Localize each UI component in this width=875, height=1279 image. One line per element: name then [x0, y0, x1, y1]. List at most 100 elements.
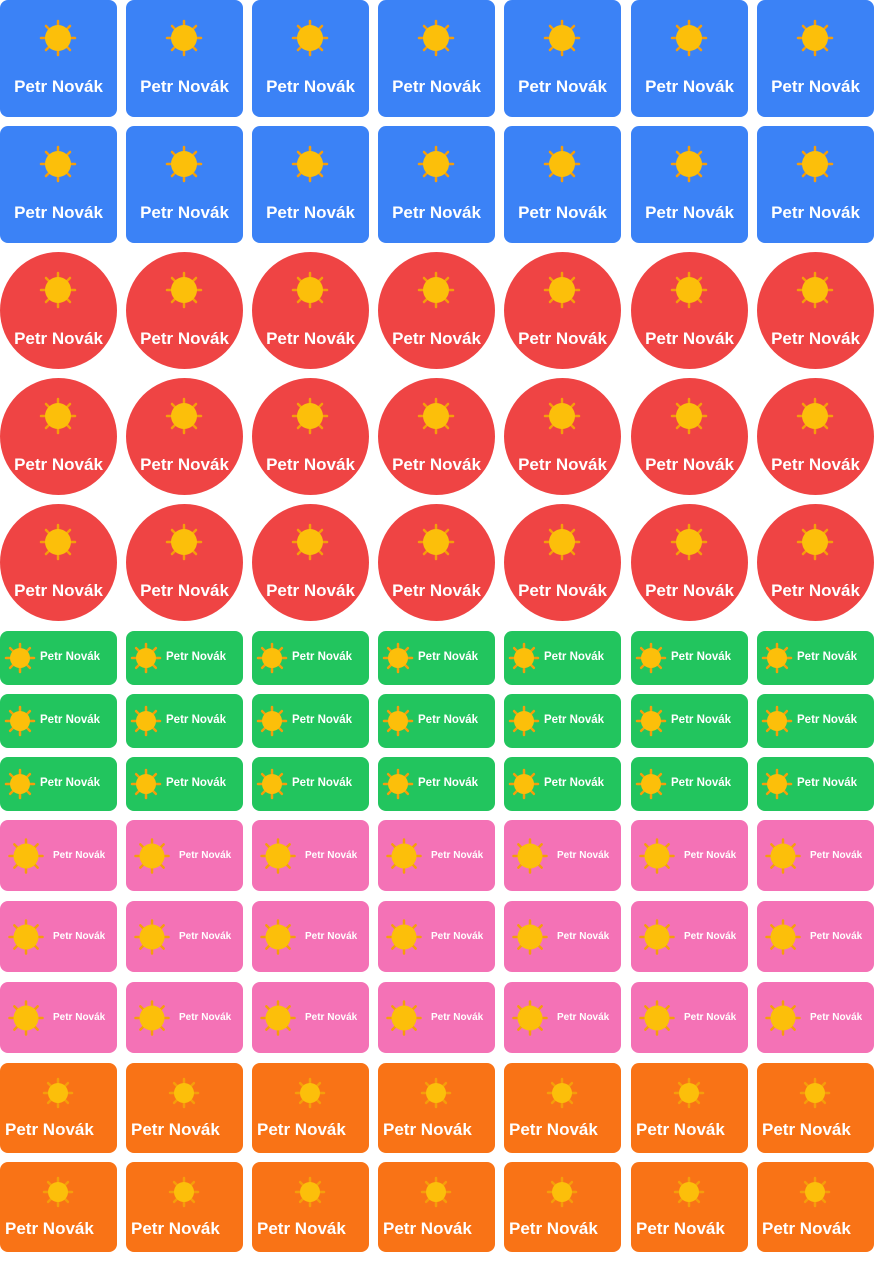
sun-icon — [39, 145, 77, 183]
red-name-sticker: Petr Novák — [631, 378, 748, 495]
sun-icon — [765, 919, 801, 955]
blue-name-sticker: Petr Novák — [126, 126, 243, 243]
blue-name-sticker: Petr Novák — [631, 126, 748, 243]
sun-icon — [420, 1176, 452, 1208]
green-name-sticker: Petr Novák — [631, 694, 748, 748]
sun-icon — [417, 271, 455, 309]
sticker-name-label: Petr Novák — [671, 777, 732, 789]
sun-icon — [256, 642, 288, 674]
pink-name-sticker: Petr Novák — [757, 901, 874, 972]
sticker-name-label: Petr Novák — [418, 714, 479, 726]
sticker-name-label: Petr Novák — [179, 850, 232, 861]
sun-icon — [543, 397, 581, 435]
sticker-name-label: Petr Novák — [305, 850, 358, 861]
pink-name-sticker: Petr Novák — [378, 901, 495, 972]
sun-icon — [386, 1000, 422, 1036]
orange-name-sticker: Petr Novák — [252, 1162, 369, 1252]
sticker-name-label: Petr Novák — [557, 850, 610, 861]
sun-icon — [799, 1077, 831, 1109]
sticker-name-label: Petr Novák — [292, 651, 353, 663]
sun-icon — [42, 1077, 74, 1109]
sun-icon — [635, 642, 667, 674]
sun-icon — [291, 271, 329, 309]
sticker-name-label: Petr Novák — [179, 1012, 232, 1023]
green-name-sticker: Petr Novák — [631, 757, 748, 811]
pink-name-sticker: Petr Novák — [504, 820, 621, 891]
orange-name-sticker: Petr Novák — [504, 1162, 621, 1252]
sticker-name-label: Petr Novák — [431, 850, 484, 861]
orange-name-sticker: Petr Novák — [252, 1063, 369, 1153]
blue-name-sticker: Petr Novák — [757, 0, 874, 117]
sun-icon — [168, 1176, 200, 1208]
sun-icon — [512, 838, 548, 874]
red-name-sticker: Petr Novák — [504, 378, 621, 495]
sticker-name-label: Petr Novák — [797, 777, 858, 789]
sun-icon — [382, 642, 414, 674]
green-name-sticker: Petr Novák — [378, 757, 495, 811]
green-name-sticker: Petr Novák — [757, 757, 874, 811]
red-name-sticker: Petr Novák — [0, 378, 117, 495]
sun-icon — [134, 919, 170, 955]
sticker-name-label: Petr Novák — [392, 203, 481, 222]
sun-icon — [39, 271, 77, 309]
sun-icon — [4, 642, 36, 674]
orange-name-sticker: Petr Novák — [757, 1063, 874, 1153]
sticker-name-label: Petr Novák — [266, 329, 355, 348]
sticker-name-label: Petr Novák — [305, 1012, 358, 1023]
sun-icon — [543, 145, 581, 183]
orange-name-sticker: Petr Novák — [126, 1162, 243, 1252]
sticker-name-label: Petr Novák — [518, 203, 607, 222]
sticker-name-label: Petr Novák — [684, 850, 737, 861]
sun-icon — [420, 1077, 452, 1109]
sticker-name-label: Petr Novák — [257, 1219, 346, 1238]
sun-icon — [165, 271, 203, 309]
green-name-sticker: Petr Novák — [378, 694, 495, 748]
pink-name-sticker: Petr Novák — [0, 820, 117, 891]
sticker-name-label: Petr Novák — [392, 455, 481, 474]
red-name-sticker: Petr Novák — [378, 504, 495, 621]
pink-name-sticker: Petr Novák — [126, 820, 243, 891]
sun-icon — [761, 705, 793, 737]
sticker-name-label: Petr Novák — [431, 931, 484, 942]
sun-icon — [260, 838, 296, 874]
pink-name-sticker: Petr Novák — [631, 982, 748, 1053]
sticker-name-label: Petr Novák — [166, 714, 227, 726]
blue-name-sticker: Petr Novák — [631, 0, 748, 117]
sun-icon — [134, 838, 170, 874]
red-name-sticker: Petr Novák — [0, 504, 117, 621]
orange-name-sticker: Petr Novák — [0, 1063, 117, 1153]
sticker-name-label: Petr Novák — [771, 77, 860, 96]
sticker-name-label: Petr Novák — [305, 931, 358, 942]
sun-icon — [673, 1077, 705, 1109]
red-name-sticker: Petr Novák — [378, 378, 495, 495]
orange-name-sticker: Petr Novák — [378, 1063, 495, 1153]
sun-icon — [165, 145, 203, 183]
blue-name-sticker: Petr Novák — [504, 0, 621, 117]
sticker-name-label: Petr Novák — [671, 651, 732, 663]
green-name-sticker: Petr Novák — [252, 631, 369, 685]
sticker-name-label: Petr Novák — [266, 77, 355, 96]
sun-icon — [639, 919, 675, 955]
sticker-name-label: Petr Novák — [810, 931, 863, 942]
sun-icon — [256, 768, 288, 800]
sun-icon — [382, 705, 414, 737]
sun-icon — [417, 523, 455, 561]
orange-name-sticker: Petr Novák — [757, 1162, 874, 1252]
sticker-name-label: Petr Novák — [518, 77, 607, 96]
sticker-name-label: Petr Novák — [131, 1120, 220, 1139]
sticker-name-label: Petr Novák — [518, 581, 607, 600]
sticker-name-label: Petr Novák — [40, 714, 101, 726]
sticker-name-label: Petr Novák — [762, 1120, 851, 1139]
sun-icon — [639, 838, 675, 874]
sun-icon — [382, 768, 414, 800]
sticker-name-label: Petr Novák — [140, 329, 229, 348]
sticker-name-label: Petr Novák — [14, 329, 103, 348]
blue-name-sticker: Petr Novák — [378, 126, 495, 243]
sun-icon — [635, 768, 667, 800]
sun-icon — [543, 271, 581, 309]
sun-icon — [796, 397, 834, 435]
sun-icon — [256, 705, 288, 737]
pink-name-sticker: Petr Novák — [126, 901, 243, 972]
green-name-sticker: Petr Novák — [0, 757, 117, 811]
red-name-sticker: Petr Novák — [504, 504, 621, 621]
